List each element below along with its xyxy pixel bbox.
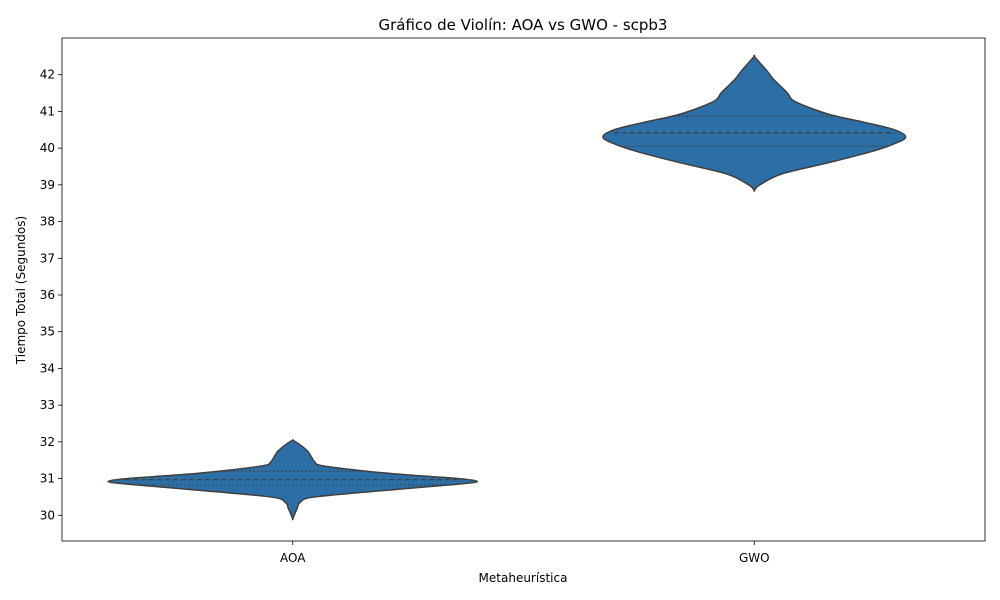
y-axis-label: Tiempo Total (Segundos) xyxy=(14,216,28,365)
x-tick-label: AOA xyxy=(280,551,306,565)
y-tick-label: 31 xyxy=(40,472,55,486)
y-tick-label: 40 xyxy=(40,141,55,155)
violins-layer xyxy=(107,54,907,521)
y-tick-label: 30 xyxy=(40,508,55,522)
x-axis: AOA GWO xyxy=(280,541,770,565)
y-axis: 30 31 32 33 34 35 36 37 38 39 40 41 42 xyxy=(40,68,62,522)
x-tick-label: GWO xyxy=(739,551,770,565)
y-tick-label: 42 xyxy=(40,68,55,82)
y-tick-label: 36 xyxy=(40,288,55,302)
y-tick-label: 34 xyxy=(40,361,55,375)
y-tick-label: 41 xyxy=(40,104,55,118)
plot-frame xyxy=(61,37,986,542)
y-tick-label: 35 xyxy=(40,325,55,339)
y-tick-label: 32 xyxy=(40,435,55,449)
violin-gwo xyxy=(602,54,907,192)
violin-aoa xyxy=(107,439,479,521)
chart-title: Gráfico de Violín: AOA vs GWO - scpb3 xyxy=(379,16,668,34)
y-tick-label: 37 xyxy=(40,251,55,265)
y-tick-label: 33 xyxy=(40,398,55,412)
x-axis-label: Metaheurística xyxy=(479,571,568,585)
y-tick-label: 38 xyxy=(40,215,55,229)
y-tick-label: 39 xyxy=(40,178,55,192)
